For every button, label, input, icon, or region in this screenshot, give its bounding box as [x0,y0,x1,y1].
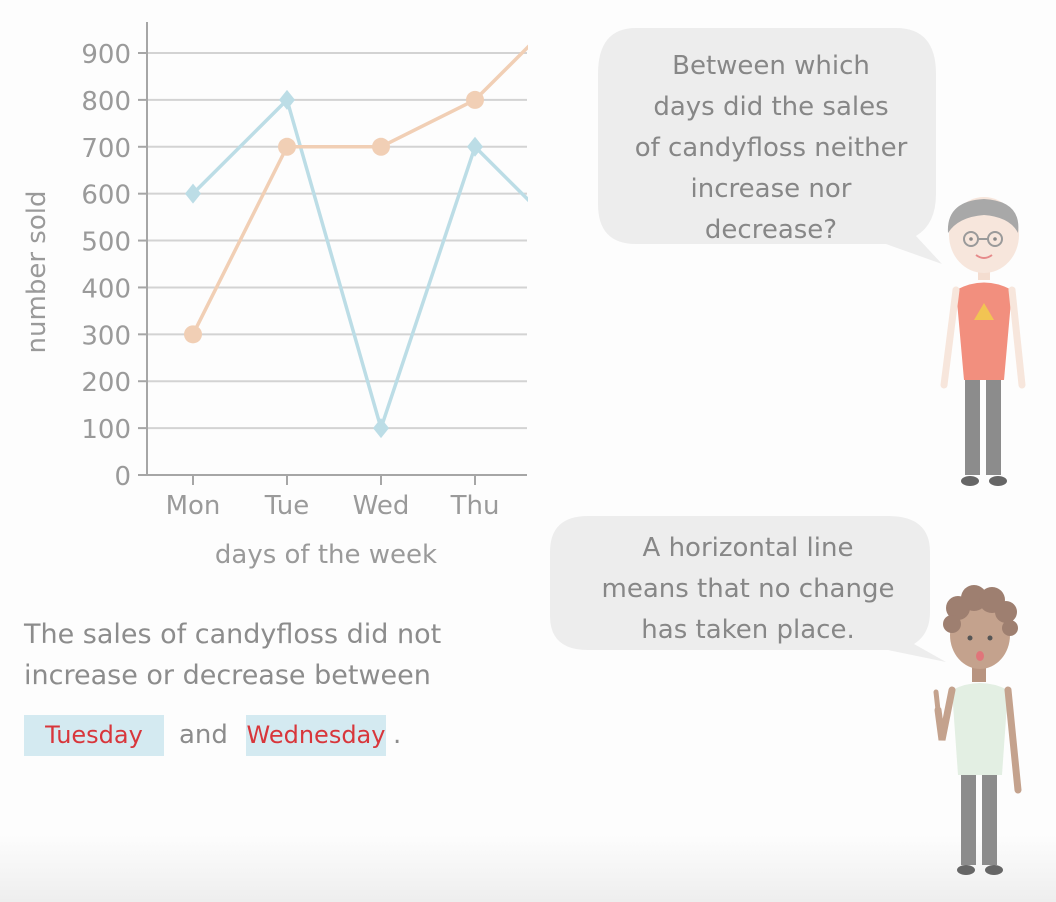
bubble-bottom-line: has taken place. [641,615,855,645]
y-tick-label: 300 [81,321,131,351]
answer-box-2[interactable]: Wednesday [246,715,386,756]
y-tick-label: 700 [81,134,131,164]
chart-series [184,44,528,439]
x-axis-title: days of the week [215,540,437,570]
series-line [191,98,528,430]
line-chart: 0 100 200 300 400 500 600 700 800 900 Mon Tue Wed Thu… [22,22,528,570]
character-boy-curly-hair [928,580,1028,884]
answer-box-1[interactable]: Tuesday [24,715,164,756]
x-tick-label: Thu [450,491,500,521]
bubble-top-line: increase nor [690,174,852,204]
bubble-top-line: days did the sales [653,92,889,122]
chart-axes [138,22,527,485]
boy-glasses-illustration [940,197,1026,486]
bubble-top-line: of candyfloss neither [634,133,908,163]
y-tick-label: 200 [81,368,131,398]
x-tick-label: Wed [353,491,410,521]
speech-bubble-top: Between which days did the sales of cand… [596,24,946,266]
chart-gridlines [147,52,527,430]
data-point-diamond [185,183,201,204]
data-point-circle [372,137,390,156]
speech-bubble-bottom: A horizontal line means that no change h… [548,512,948,662]
statement-line-2: increase or decrease between [24,660,431,691]
x-tick-label: Mon [166,491,221,521]
series-line [191,44,528,336]
speech-bubble-bottom-shape [550,516,946,662]
y-tick-label: 400 [81,274,131,304]
x-tick-label: Tue [264,491,309,521]
bubble-top-line: decrease? [704,215,838,245]
boy-curly-illustration [933,585,1022,875]
y-tick-label: 900 [81,40,131,70]
data-point-circle [184,325,202,344]
y-tick-label: 0 [114,462,131,492]
sentence-period: . [393,720,402,750]
data-point-circle [278,137,296,156]
data-point-diamond [279,89,295,110]
bottom-fade [0,835,1056,902]
y-tick-label: 500 [81,228,131,258]
statement-line-1: The sales of candyfloss did not [24,619,442,650]
speech-bubble-top-text: Between which days did the sales of cand… [596,46,946,251]
y-tick-label: 600 [81,181,131,211]
y-axis-title: number sold [22,191,52,354]
data-point-circle [466,90,484,109]
bubble-bottom-line: A horizontal line [642,533,854,563]
speech-bubble-top-shape [598,28,942,264]
bubble-top-line: Between which [672,51,870,81]
y-tick-label: 100 [81,415,131,445]
connector-text: and [179,720,228,750]
bubble-bottom-line: means that no change [601,574,895,604]
character-boy-with-glasses [938,195,1028,499]
y-tick-label: 800 [81,87,131,117]
chart-labels: 0 100 200 300 400 500 600 700 800 900 Mon Tue Wed Thu… [22,40,499,570]
data-point-diamond [467,136,483,157]
data-point-diamond [373,418,389,439]
statement-text: The sales of candyfloss did not increase… [24,614,544,696]
speech-bubble-bottom-text: A horizontal line means that no change h… [548,528,948,651]
